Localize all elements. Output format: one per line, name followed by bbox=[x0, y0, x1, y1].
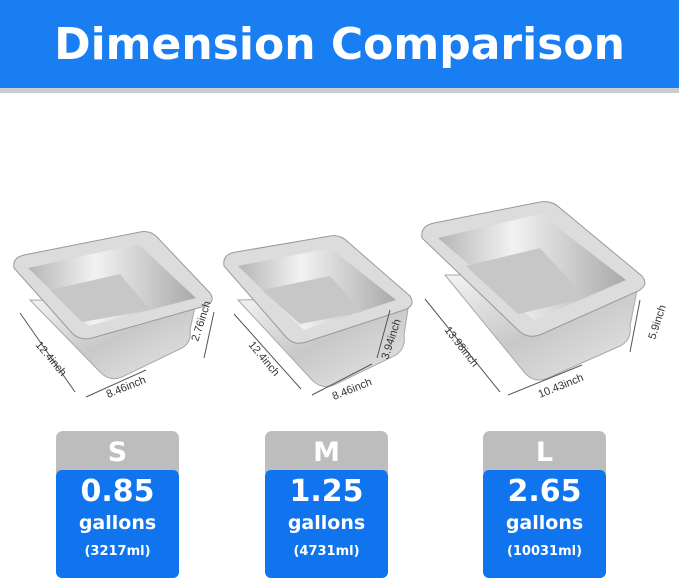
capacity-box: 2.65 gallons (10031ml) bbox=[483, 470, 606, 578]
capacity-unit: gallons bbox=[505, 512, 584, 534]
pan-medium bbox=[223, 235, 413, 388]
pans-illustration: 12.4inch 8.46inch 2.76inch 12.4inch 8.46… bbox=[13, 201, 669, 403]
capacity-ml: (10031ml) bbox=[506, 544, 583, 559]
capacity-value: 2.65 bbox=[507, 474, 582, 509]
header-banner bbox=[0, 0, 679, 88]
capacity-ml: (4731ml) bbox=[293, 544, 360, 559]
page-title: Dimension Comparison bbox=[54, 19, 625, 70]
capacity-unit: gallons bbox=[287, 512, 366, 534]
dim-height-large: 5.9inch bbox=[646, 303, 668, 340]
dim-length-small: 12.4inch bbox=[33, 339, 69, 379]
size-label: S bbox=[56, 431, 179, 473]
capacity-card-small: S 0.85 gallons (3217ml) bbox=[56, 431, 179, 578]
capacity-value: 1.25 bbox=[289, 474, 364, 509]
capacity-card-medium: M 1.25 gallons (4731ml) bbox=[265, 431, 388, 578]
size-label: M bbox=[265, 431, 388, 473]
capacity-unit: gallons bbox=[78, 512, 157, 534]
pan-large bbox=[421, 201, 646, 381]
pan-small bbox=[13, 231, 213, 380]
dim-length-large: 13.98inch bbox=[442, 324, 481, 369]
capacity-ml: (3217ml) bbox=[84, 544, 151, 559]
capacity-box: 1.25 gallons (4731ml) bbox=[265, 470, 388, 578]
dim-length-medium: 12.4inch bbox=[246, 339, 282, 379]
capacity-value: 0.85 bbox=[80, 474, 155, 509]
capacity-box: 0.85 gallons (3217ml) bbox=[56, 470, 179, 578]
header-divider bbox=[0, 88, 679, 93]
dimension-lines bbox=[19, 298, 641, 398]
size-label: L bbox=[483, 431, 606, 473]
capacity-card-large: L 2.65 gallons (10031ml) bbox=[483, 431, 606, 578]
